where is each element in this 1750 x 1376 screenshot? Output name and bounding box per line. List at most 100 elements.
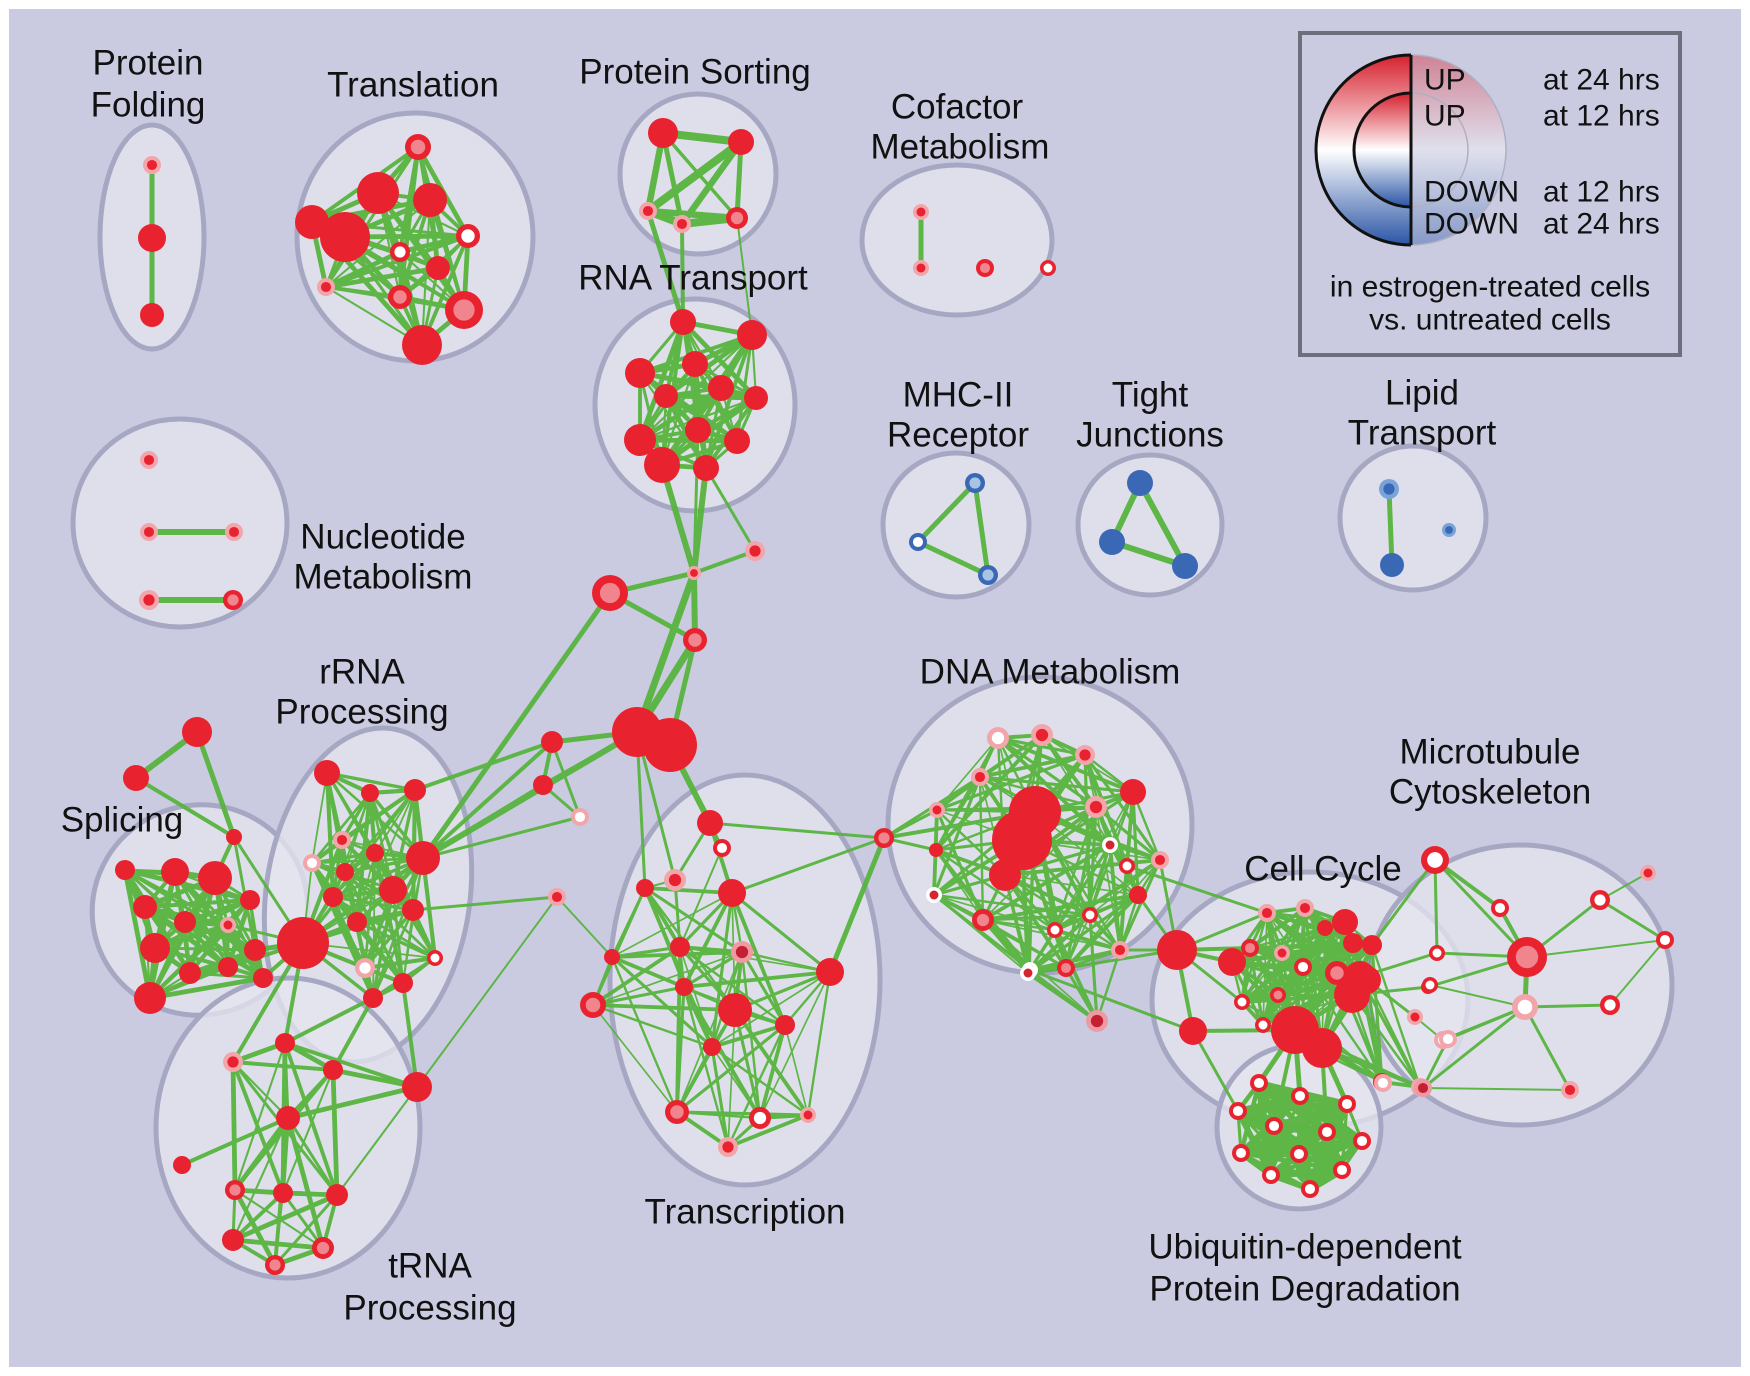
network-edge — [1598, 898, 1667, 942]
network-node — [138, 224, 166, 252]
network-node — [585, 997, 601, 1013]
network-node — [1643, 868, 1653, 878]
network-node — [133, 895, 157, 919]
network-edge — [122, 867, 193, 976]
network-node — [1105, 840, 1115, 850]
network-node — [223, 920, 233, 930]
network-node — [347, 912, 367, 932]
network-node — [1432, 948, 1442, 958]
network-edge — [726, 1113, 810, 1149]
network-edge — [194, 729, 237, 840]
network-edge — [310, 791, 372, 865]
network-edge — [675, 1023, 787, 1114]
network-node — [716, 842, 728, 854]
network-node — [326, 1184, 348, 1206]
network-node — [1302, 1028, 1342, 1068]
network-edge — [637, 437, 740, 444]
network-edge — [325, 771, 417, 792]
network-edge — [693, 362, 739, 443]
network-edge — [283, 1041, 419, 1089]
network-edge — [1523, 1003, 1612, 1009]
legend-direction-label: DOWN — [1424, 208, 1519, 241]
network-node — [198, 861, 232, 895]
network-node — [730, 211, 744, 225]
network-edge — [933, 894, 1056, 931]
cluster-ellipse-lipid-transport — [1337, 443, 1489, 593]
network-edge — [421, 740, 554, 860]
network-edge — [935, 753, 1087, 812]
network-node — [1356, 1135, 1368, 1147]
network-node — [1237, 997, 1247, 1007]
network-node — [670, 309, 696, 335]
network-node — [722, 1141, 734, 1153]
network-node — [1445, 526, 1453, 534]
network-edge — [1351, 994, 1421, 1088]
network-node — [275, 1033, 295, 1053]
network-node — [1594, 894, 1606, 906]
network-node — [1380, 553, 1404, 577]
network-node — [323, 1060, 343, 1080]
network-node — [1127, 470, 1153, 496]
network-edge — [635, 730, 677, 882]
network-node — [929, 890, 939, 900]
network-edge — [180, 1116, 290, 1167]
network-node — [932, 805, 942, 815]
network-edge — [233, 1041, 287, 1192]
network-edge — [273, 1193, 339, 1267]
network-edge — [733, 1008, 810, 1117]
network-edge — [679, 946, 831, 973]
network-edge — [981, 918, 1030, 975]
network-node — [1253, 1077, 1265, 1089]
network-node — [1099, 529, 1125, 555]
network-edge — [323, 265, 441, 290]
network-edge — [311, 772, 328, 864]
network-node — [1232, 1105, 1244, 1117]
network-edge — [123, 868, 257, 952]
network-node — [644, 447, 680, 483]
network-edge — [682, 950, 744, 989]
network-node — [643, 718, 697, 772]
legend-direction-label: DOWN — [1424, 176, 1519, 209]
network-node — [1353, 966, 1381, 994]
cluster-label-mhc: Receptor — [887, 416, 1029, 455]
network-node — [982, 569, 994, 581]
network-edge — [663, 393, 759, 401]
network-edge — [643, 886, 744, 954]
network-node — [749, 545, 761, 557]
network-edge — [1433, 858, 1529, 959]
network-node — [227, 1056, 239, 1068]
network-node — [599, 582, 621, 604]
network-edge — [148, 948, 257, 1000]
network-node — [693, 455, 719, 481]
network-node — [989, 859, 1021, 891]
network-edge — [1003, 843, 1112, 877]
cluster-label-splicing: Splicing — [61, 801, 184, 840]
network-node — [976, 913, 990, 927]
network-node — [1336, 1164, 1348, 1176]
network-edge — [708, 821, 886, 840]
network-edge — [1370, 858, 1437, 947]
cluster-label-rna-transport: RNA Transport — [578, 259, 808, 298]
network-edge — [730, 836, 886, 895]
network-node — [363, 988, 383, 1008]
network-edge — [1523, 1005, 1572, 1092]
network-node — [991, 731, 1005, 745]
network-node — [675, 978, 693, 996]
network-node — [1043, 263, 1053, 273]
network-node — [115, 860, 135, 880]
network-node — [916, 207, 926, 217]
cluster-label-cofactor: Metabolism — [871, 128, 1050, 167]
network-node — [1268, 1120, 1280, 1132]
network-edge — [981, 918, 1068, 970]
network-edge — [362, 955, 438, 971]
network-edge — [675, 1045, 714, 1114]
network-node — [929, 843, 943, 857]
network-node — [1090, 1014, 1104, 1028]
network-node — [668, 873, 682, 887]
network-node — [803, 1110, 813, 1120]
network-edge — [592, 1004, 678, 1113]
network-node — [336, 863, 354, 881]
network-node — [1114, 944, 1126, 956]
network-edge — [1446, 1005, 1527, 1041]
network-node — [648, 118, 678, 148]
